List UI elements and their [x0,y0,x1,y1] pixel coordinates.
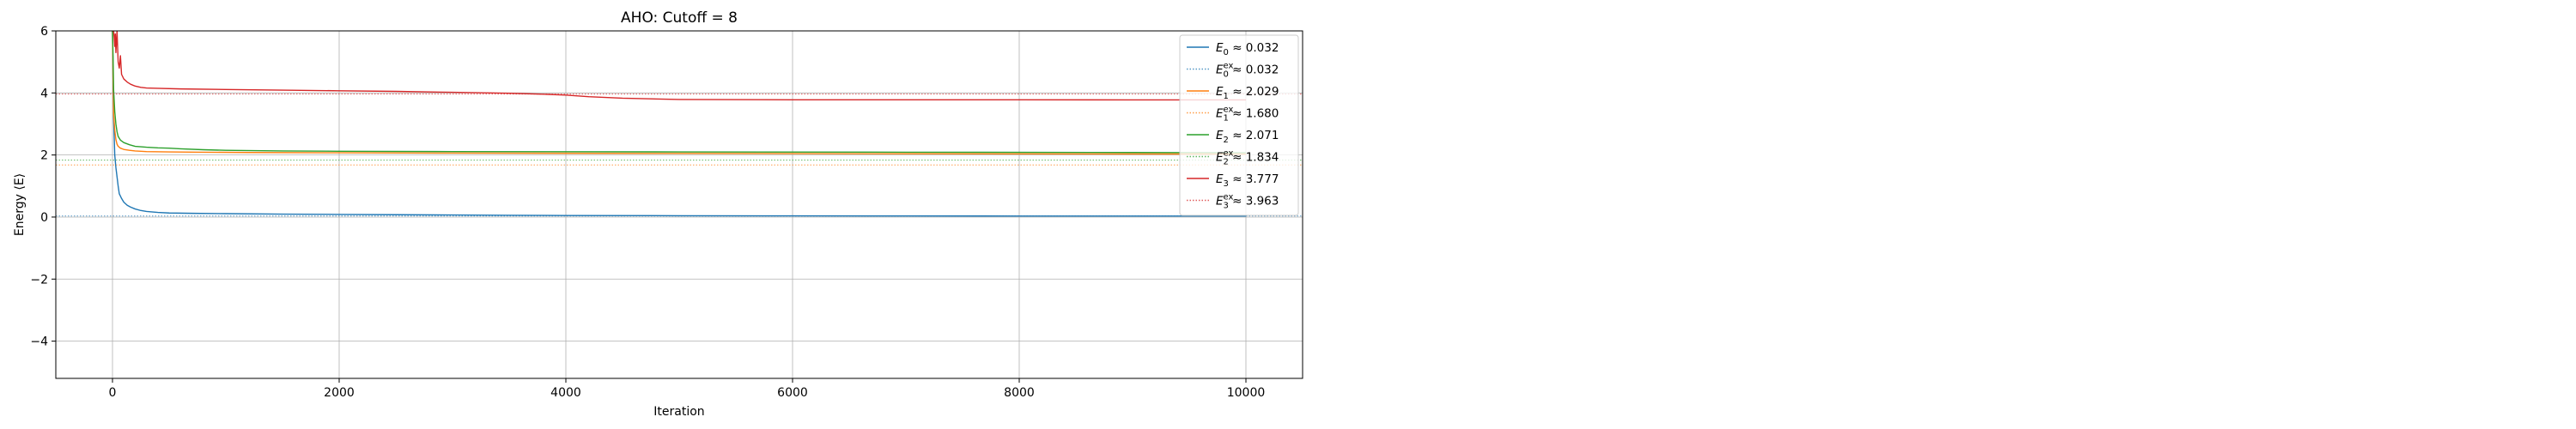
legend-entry-label: Eex 3 ≈ 3.963 [1216,193,1279,211]
x-tick-label: 10000 [1227,386,1266,400]
x-tick-label: 6000 [777,386,808,400]
y-tick-label: 0 [40,211,48,225]
legend: E0 ≈ 0.032 Eex 0 ≈ 0.032 E1 ≈ 2.029 Eex 1 ≈ 1… [1179,34,1299,216]
x-tick-label: 4000 [550,386,581,400]
legend-entry-label: E3 ≈ 3.777 [1216,172,1279,189]
x-tick-label: 2000 [324,386,355,400]
series-2-line [112,31,1247,154]
grid-lines [56,30,1303,378]
legend-entry-label: E0 ≈ 0.032 [1216,41,1279,57]
x-tick-label: 0 [109,386,117,400]
series-1-line [112,31,1247,155]
y-axis-label: Energy ⟨E⟩ [13,173,27,236]
series-layer [56,31,1303,217]
legend-entry-label: Eex 2 ≈ 1.834 [1216,149,1279,167]
x-axis-label: Iteration [653,405,704,419]
y-tick-label: 4 [40,87,48,100]
legend-entry-label: Eex 1 ≈ 1.680 [1216,106,1279,124]
y-tick-label: −4 [30,335,48,349]
x-tick-label: 8000 [1004,386,1035,400]
chart-title: AHO: Cutoff = 8 [621,9,738,27]
y-tick-label: 2 [40,149,48,163]
legend-entry-label: E2 ≈ 2.071 [1216,129,1279,145]
legend-entry-label: E1 ≈ 2.029 [1216,85,1279,101]
series-3-line [112,31,1246,101]
plot-frame [55,30,1303,379]
tick-layer: 0 2000 4000 6000 8000 10000 −4 −2 0 2 4 6 [30,25,1265,400]
legend-box [1179,34,1299,216]
legend-entry-label: Eex 0 ≈ 0.032 [1216,62,1279,80]
y-tick-label: 6 [40,25,48,39]
y-tick-label: −2 [30,273,48,287]
